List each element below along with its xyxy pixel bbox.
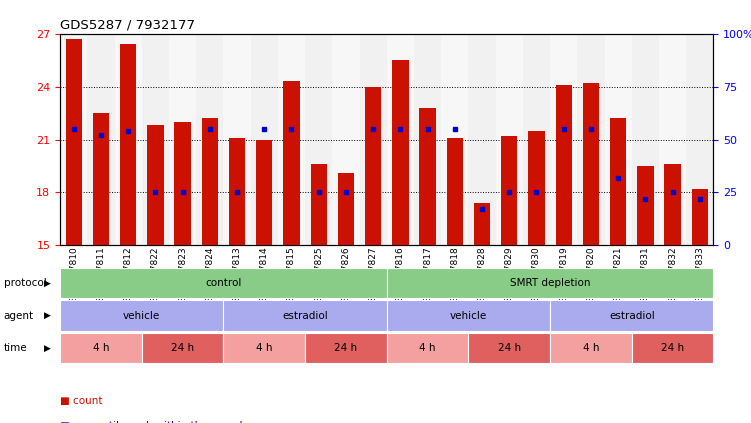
Bar	[605, 34, 632, 245]
Text: 24 h: 24 h	[498, 343, 521, 353]
Bar	[93, 113, 109, 245]
Text: agent: agent	[4, 310, 34, 321]
Bar	[224, 34, 251, 245]
Text: 4 h: 4 h	[92, 343, 109, 353]
Bar	[114, 34, 142, 245]
Bar	[686, 34, 713, 245]
Bar	[201, 118, 218, 245]
Bar	[169, 34, 196, 245]
Bar	[392, 60, 409, 245]
Text: vehicle: vehicle	[450, 310, 487, 321]
Bar	[447, 138, 463, 245]
Bar	[550, 34, 578, 245]
Text: protocol: protocol	[4, 278, 47, 288]
Bar	[174, 122, 191, 245]
Text: ▶: ▶	[44, 343, 50, 353]
Bar	[523, 34, 550, 245]
Bar	[60, 34, 87, 245]
Bar	[441, 34, 469, 245]
Text: time: time	[4, 343, 27, 353]
Bar	[120, 44, 136, 245]
Text: ■ percentile rank within the sample: ■ percentile rank within the sample	[60, 421, 249, 423]
Bar	[283, 81, 300, 245]
Text: ■ count: ■ count	[60, 396, 103, 406]
Text: vehicle: vehicle	[123, 310, 161, 321]
Bar	[692, 189, 708, 245]
Bar	[578, 34, 605, 245]
Text: 4 h: 4 h	[419, 343, 436, 353]
Bar	[147, 126, 164, 245]
Bar	[659, 34, 686, 245]
Bar	[583, 83, 599, 245]
Bar	[305, 34, 332, 245]
Bar	[637, 166, 653, 245]
Bar	[632, 34, 659, 245]
Bar	[414, 34, 441, 245]
Bar	[474, 203, 490, 245]
Text: estradiol: estradiol	[282, 310, 328, 321]
Text: 4 h: 4 h	[583, 343, 599, 353]
Text: ▶: ▶	[44, 311, 50, 320]
Bar	[256, 140, 273, 245]
Bar	[142, 34, 169, 245]
Bar	[365, 87, 382, 245]
Text: control: control	[205, 278, 242, 288]
Bar	[556, 85, 572, 245]
Bar	[501, 136, 517, 245]
Bar	[87, 34, 114, 245]
Bar	[196, 34, 224, 245]
Bar	[65, 39, 82, 245]
Text: 24 h: 24 h	[334, 343, 357, 353]
Bar	[278, 34, 305, 245]
Text: 24 h: 24 h	[171, 343, 195, 353]
Text: SMRT depletion: SMRT depletion	[510, 278, 590, 288]
Bar	[387, 34, 414, 245]
Text: GDS5287 / 7932177: GDS5287 / 7932177	[60, 18, 195, 31]
Bar	[311, 164, 327, 245]
Bar	[419, 108, 436, 245]
Bar	[469, 34, 496, 245]
Bar	[529, 131, 544, 245]
Text: 4 h: 4 h	[256, 343, 273, 353]
Bar	[338, 173, 354, 245]
Text: ▶: ▶	[44, 278, 50, 288]
Text: 24 h: 24 h	[661, 343, 684, 353]
Bar	[496, 34, 523, 245]
Bar	[610, 118, 626, 245]
Bar	[360, 34, 387, 245]
Bar	[665, 164, 680, 245]
Bar	[332, 34, 360, 245]
Text: estradiol: estradiol	[609, 310, 655, 321]
Bar	[251, 34, 278, 245]
Bar	[229, 138, 245, 245]
